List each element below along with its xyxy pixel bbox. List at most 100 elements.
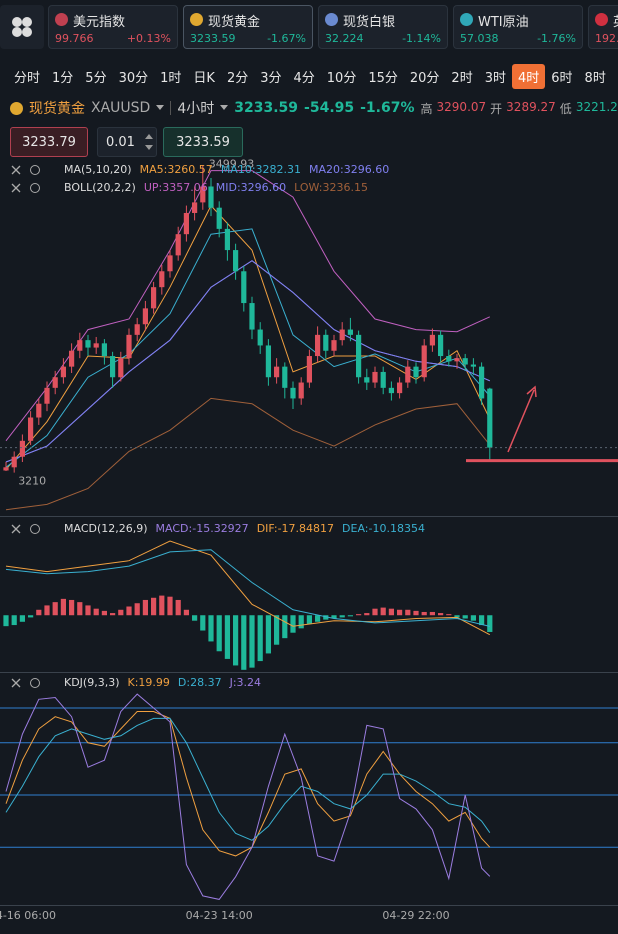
timeframe[interactable]: 5分 — [85, 71, 107, 86]
macd-bar — [339, 615, 345, 618]
timeframe[interactable]: 1时 — [160, 71, 182, 86]
candle-body — [298, 382, 304, 399]
candle-body — [118, 358, 124, 378]
candle-body — [224, 228, 230, 251]
candle-body — [315, 334, 321, 357]
macd-bar — [175, 599, 181, 616]
ticker-name: 现货黄金 — [208, 15, 261, 30]
macd-bar — [151, 597, 157, 616]
macd-bar — [249, 615, 255, 668]
candle-body — [405, 366, 411, 383]
close-icon[interactable] — [11, 524, 21, 534]
legend-label: J:3.24 — [229, 676, 261, 689]
sell-box[interactable]: 3233.79 — [10, 127, 88, 157]
macd-bar — [19, 615, 25, 622]
candle-body — [69, 350, 75, 367]
timeframe[interactable]: 20分 — [409, 71, 440, 86]
ticker-card[interactable]: WTI原油 57.038 -1.76% — [453, 5, 583, 49]
period[interactable]: 4小时 — [177, 101, 215, 117]
timeframe[interactable]: 分时 — [14, 71, 41, 86]
lot-input[interactable]: 0.01 — [97, 127, 157, 157]
macd-bar — [208, 615, 214, 642]
macd-bar — [306, 615, 312, 624]
legend-label: KDJ(9,3,3) — [64, 676, 120, 689]
macd-bar — [479, 615, 485, 626]
legend-label: BOLL(20,2,2) — [64, 181, 136, 194]
timeframe[interactable]: 3时 — [484, 71, 506, 86]
candle-body — [167, 255, 173, 272]
timeframe[interactable]: 8时 — [584, 71, 606, 86]
macd-bar — [397, 609, 403, 616]
legend-label: MACD:-15.32927 — [156, 522, 249, 535]
x-tick-label: 04-29 22:00 — [382, 909, 449, 922]
macd-bar — [69, 599, 75, 616]
macd-bar — [470, 615, 476, 621]
candle-body — [151, 287, 157, 309]
timeframe[interactable]: 1分 — [52, 71, 74, 86]
timeframe[interactable]: 30分 — [118, 71, 149, 86]
ticker-card[interactable]: 美元指数 99.766 +0.13% — [48, 5, 178, 49]
candle-body — [28, 417, 34, 441]
x-tick-label: 04-23 14:00 — [186, 909, 253, 922]
settings-icon[interactable] — [30, 183, 40, 193]
timeframe[interactable]: 4分 — [293, 71, 315, 86]
candle-body — [192, 202, 198, 213]
macd-bar — [388, 608, 394, 616]
timeframe[interactable]: 日K — [193, 71, 215, 86]
legend-label: MA(5,10,20) — [64, 163, 132, 176]
menu-button[interactable] — [0, 5, 44, 49]
stat-label: 低 — [559, 101, 572, 116]
legend-label: K:19.99 — [128, 676, 170, 689]
timeframe[interactable]: 3分 — [260, 71, 282, 86]
settings-icon[interactable] — [30, 678, 40, 688]
gold-icon — [10, 101, 23, 115]
candle-body — [388, 387, 394, 394]
price-percent: -1.67% — [360, 100, 415, 116]
candle-body — [52, 377, 58, 388]
close-icon[interactable] — [11, 165, 21, 175]
candle-body — [241, 271, 247, 304]
ticker-card[interactable]: 现货白银 32.224 -1.14% — [318, 5, 448, 49]
sell-price: 3233.79 — [22, 134, 76, 150]
close-icon[interactable] — [11, 678, 21, 688]
settings-icon[interactable] — [30, 165, 40, 175]
candle-body — [421, 345, 427, 378]
macd-bar — [438, 613, 444, 616]
timeframe[interactable]: 4时 — [511, 64, 546, 89]
macd-bar — [167, 596, 173, 616]
legend-label: UP:3357.06 — [144, 181, 208, 194]
macd-bar — [216, 615, 222, 652]
indicator-line — [5, 693, 491, 900]
timeframe[interactable]: 2分 — [226, 71, 249, 86]
close-icon[interactable] — [11, 183, 21, 193]
candle-body — [413, 366, 419, 378]
candle-body — [347, 329, 353, 335]
price-change: -54.95 — [304, 100, 355, 116]
timeframe[interactable]: 1 — [612, 64, 618, 89]
ticker-card[interactable]: 现货黄金 3233.59 -1.67% — [183, 5, 313, 49]
macd-bar — [331, 615, 337, 619]
ticker-price: 3233.59 — [190, 32, 236, 45]
stat-value: 3289.27 — [506, 99, 556, 114]
candle-body — [274, 366, 280, 378]
legend-label: DIF:-17.84817 — [257, 522, 334, 535]
legend-label: MA20:3296.60 — [309, 163, 389, 176]
macd-bar — [429, 611, 435, 616]
candle-body — [36, 403, 42, 418]
buy-box[interactable]: 3233.59 — [163, 127, 243, 157]
timeframe[interactable]: 6时 — [551, 71, 573, 86]
timeframe[interactable]: 15分 — [368, 71, 398, 86]
macd-bar — [85, 605, 91, 616]
stat-value: 3290.07 — [436, 99, 487, 114]
macd-bar — [413, 610, 419, 616]
settings-icon[interactable] — [30, 524, 40, 534]
macd-bar — [241, 615, 247, 670]
timeframe[interactable]: 2时 — [451, 71, 473, 86]
ticker-price: 192. — [595, 32, 618, 45]
timeframe[interactable]: 10分 — [326, 71, 357, 86]
macd-bar — [183, 609, 189, 616]
candle-body — [208, 186, 214, 208]
macd-bar — [11, 615, 17, 626]
ticker-card[interactable]: 英 192. — [588, 5, 618, 49]
